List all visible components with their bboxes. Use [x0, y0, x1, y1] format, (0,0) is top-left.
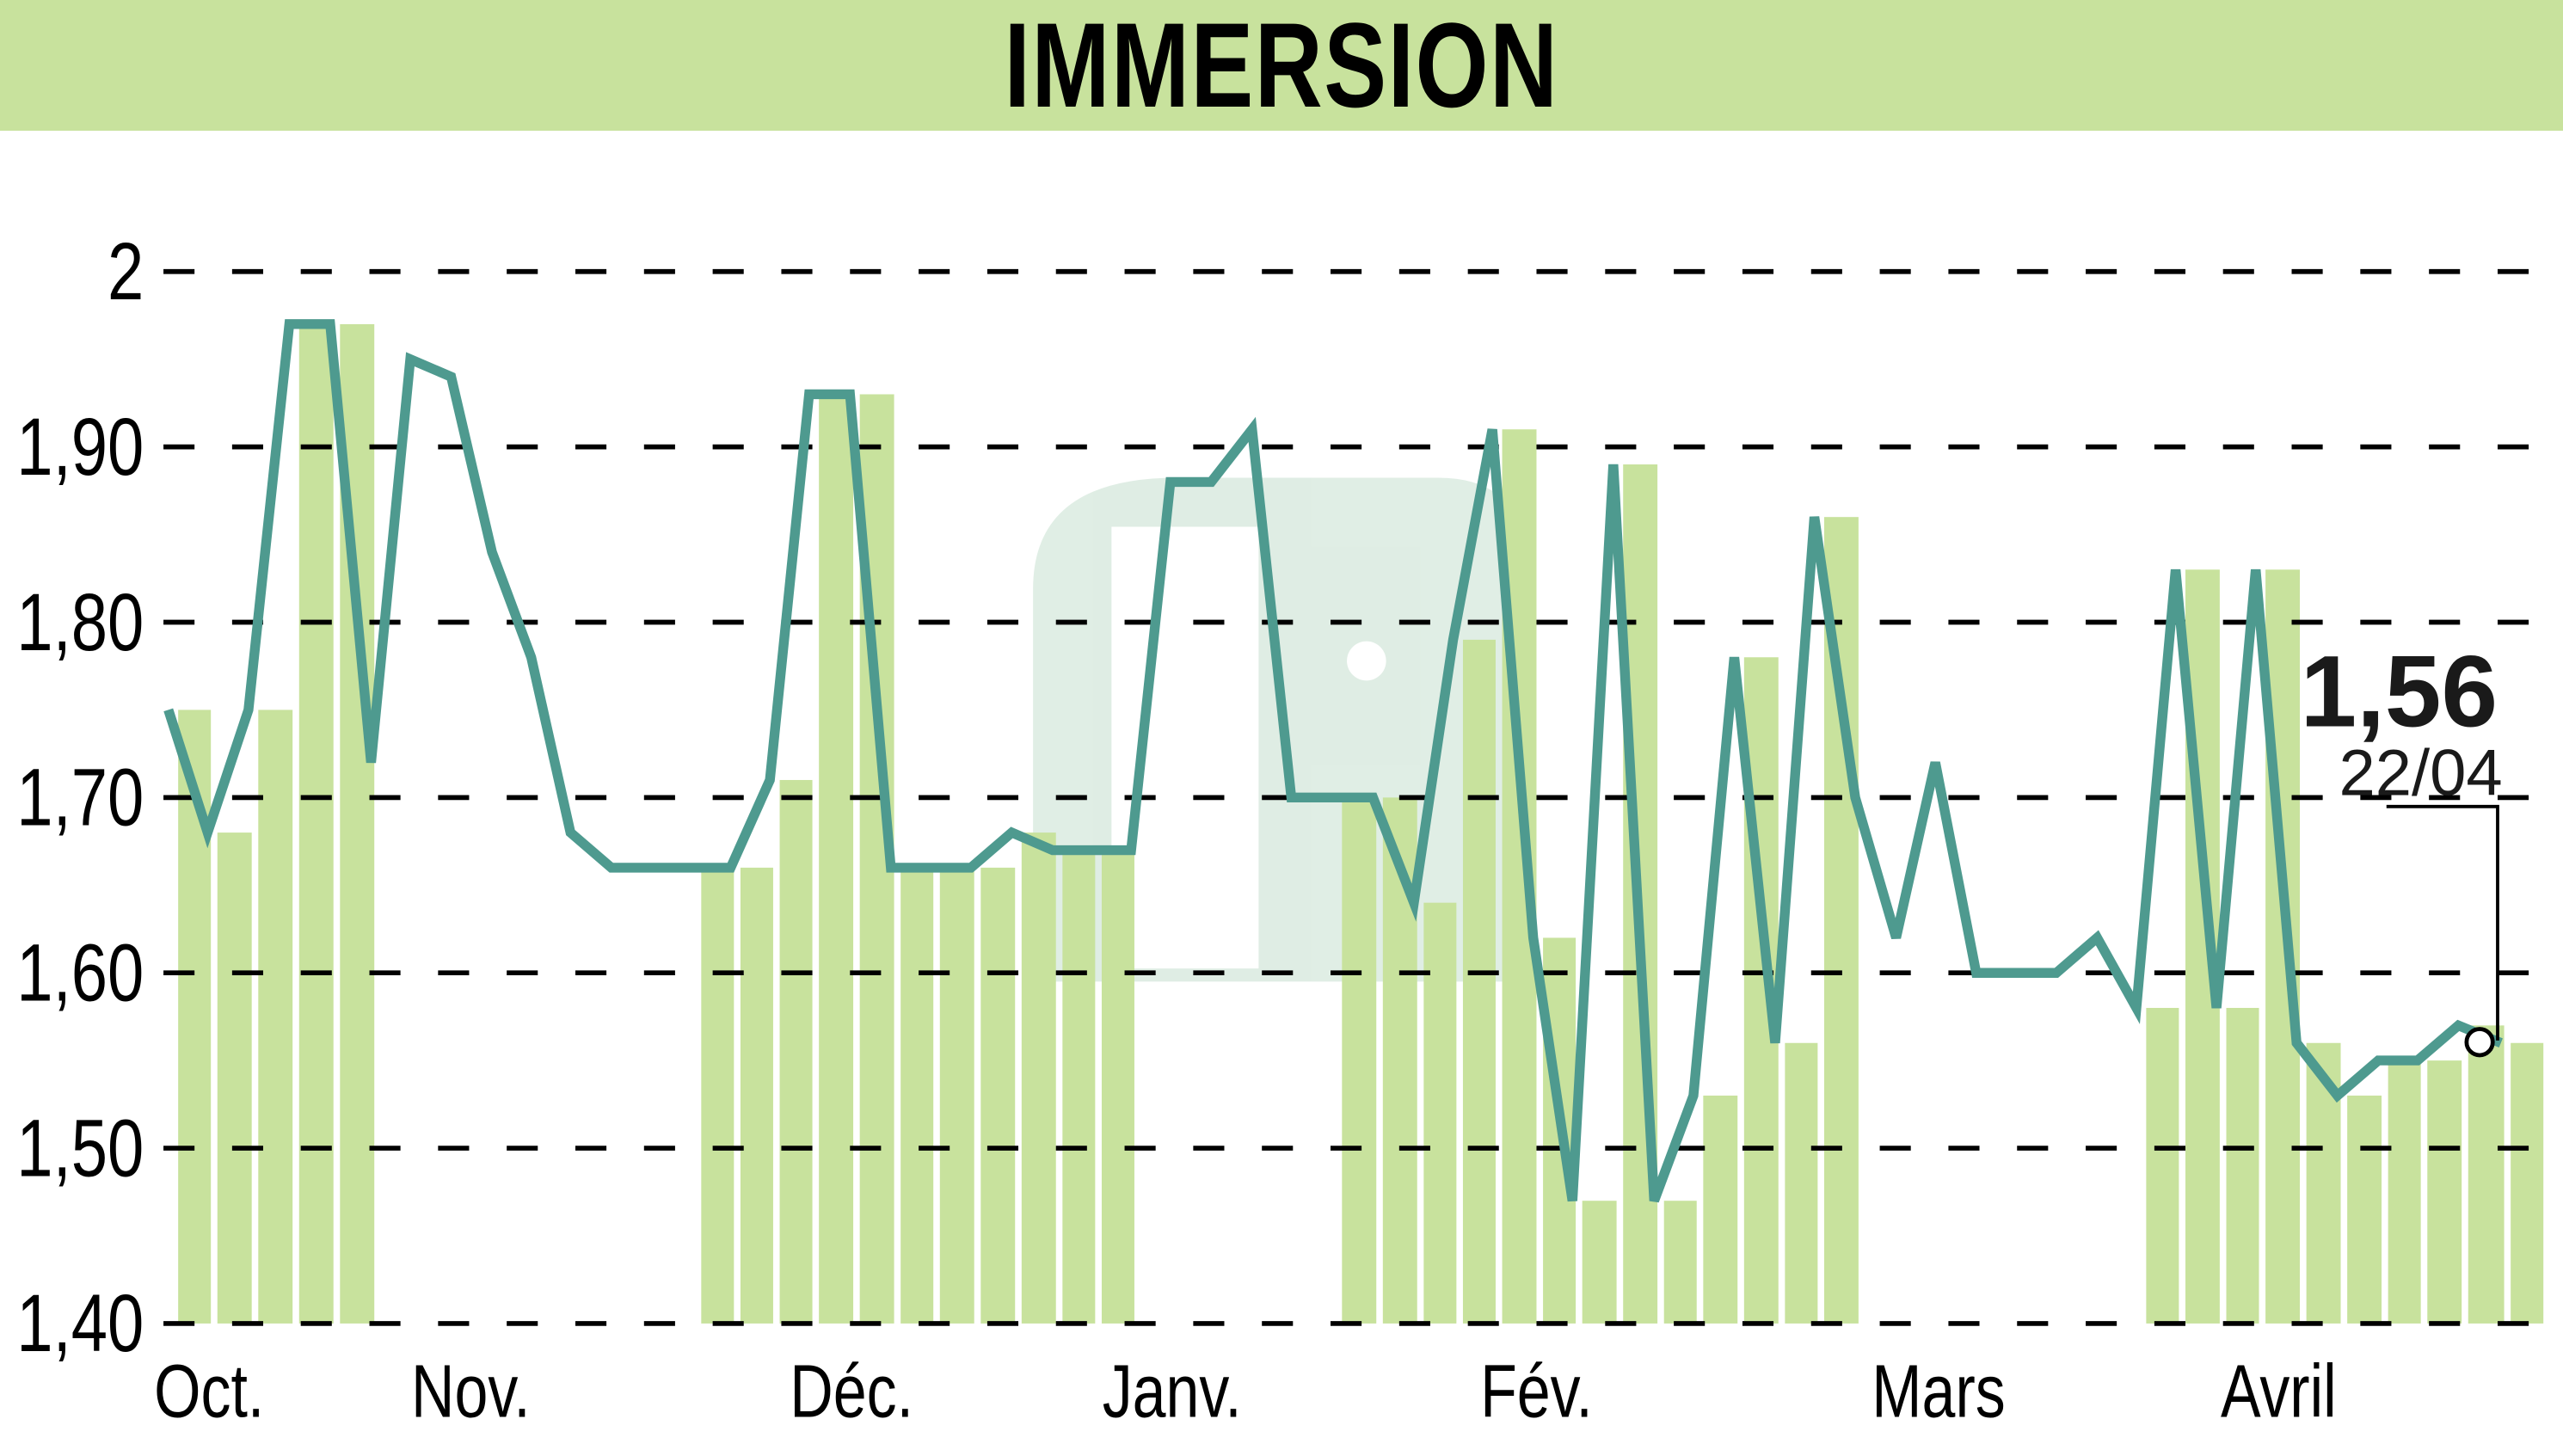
- bar: [2388, 1060, 2421, 1324]
- bar: [939, 867, 974, 1324]
- bar: [2226, 1007, 2259, 1324]
- x-tick-label: Déc.: [790, 1348, 913, 1433]
- bar: [2511, 1042, 2544, 1324]
- bar: [980, 867, 1016, 1324]
- bar: [1663, 1201, 1697, 1324]
- title-bar: [0, 0, 2563, 131]
- x-tick-label: Nov.: [411, 1348, 531, 1433]
- bar: [2265, 569, 2301, 1324]
- bar: [2146, 1007, 2179, 1324]
- bar: [2427, 1060, 2462, 1324]
- bar: [819, 394, 854, 1324]
- bar: [217, 832, 252, 1324]
- y-tick-label: 1,60: [16, 927, 144, 1018]
- bar: [740, 867, 773, 1324]
- y-axis-labels: 1,40 1,50 1,60 1,70 1,80 1,90 2: [16, 226, 144, 1369]
- bar: [1423, 902, 1457, 1324]
- y-tick-label: 1,70: [16, 753, 144, 844]
- price-line: [163, 319, 2503, 1203]
- y-tick-label: 1,80: [16, 577, 144, 668]
- x-tick-label: Avril: [2221, 1348, 2337, 1433]
- last-point-marker-icon: [2464, 1027, 2495, 1058]
- y-tick-label: 1,90: [16, 402, 144, 493]
- bar-series: [178, 323, 2544, 1324]
- bar: [1021, 832, 1056, 1324]
- bar: [258, 710, 293, 1324]
- bar: [1582, 1201, 1617, 1324]
- y-tick-label: 1,50: [16, 1103, 144, 1194]
- x-axis-labels: Oct. Nov. Déc. Janv. Fév. Mars Avril: [154, 1348, 2336, 1433]
- bar: [1703, 1095, 1738, 1324]
- bar: [1342, 797, 1377, 1324]
- bar: [1785, 1042, 1818, 1324]
- bar: [1062, 850, 1096, 1324]
- x-tick-label: Oct.: [154, 1348, 264, 1433]
- bar: [779, 779, 813, 1324]
- bar: [2347, 1095, 2382, 1324]
- y-tick-label: 2: [108, 226, 144, 317]
- gridlines: [163, 268, 2563, 1326]
- chart-title: IMMERSION: [1004, 0, 1559, 132]
- bar: [1101, 850, 1134, 1324]
- last-value-annotation: 1,56 22/04: [2301, 635, 2503, 1058]
- bar: [900, 867, 934, 1324]
- bar: [701, 867, 734, 1324]
- bar: [298, 323, 334, 1324]
- last-value: 1,56: [2301, 635, 2498, 748]
- x-tick-label: Janv.: [1103, 1348, 1242, 1433]
- x-tick-label: Mars: [1872, 1348, 2005, 1433]
- bar: [2468, 1025, 2505, 1324]
- bar: [1462, 639, 1496, 1324]
- y-tick-label: 1,40: [16, 1278, 144, 1369]
- last-date: 22/04: [2339, 736, 2502, 809]
- x-tick-label: Fév.: [1480, 1348, 1593, 1433]
